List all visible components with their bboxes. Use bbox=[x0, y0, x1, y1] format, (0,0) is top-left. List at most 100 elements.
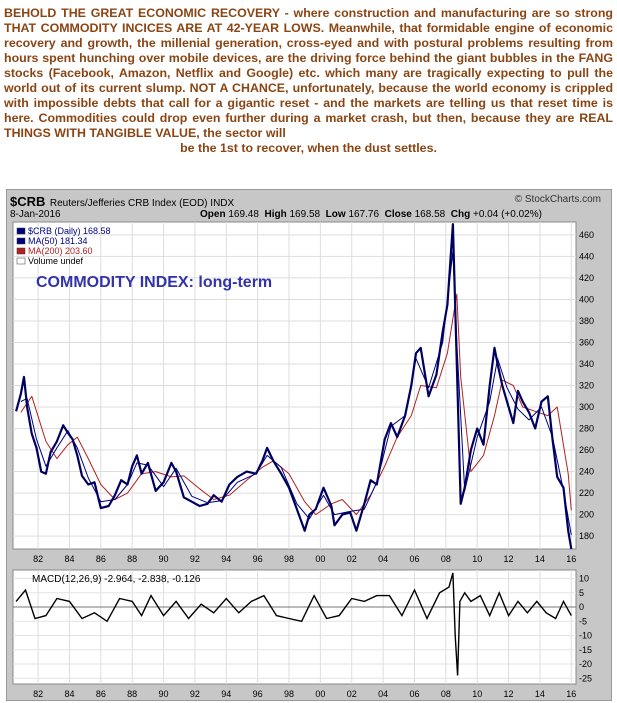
low-value: 167.76 bbox=[348, 209, 380, 220]
macd-x-axis-ticks: 82 84 86 88 90 92 94 96 98 00 02 04 06 08 10 12 14 16 bbox=[33, 689, 576, 699]
y-tick-label: 280 bbox=[579, 424, 594, 434]
macd-x-tick-label: 90 bbox=[159, 689, 169, 699]
ma200-line bbox=[20, 293, 572, 516]
intro-line: be the 1st to recover, when the dust set… bbox=[180, 141, 437, 155]
x-tick-label: 06 bbox=[409, 554, 419, 564]
y-tick-label: 340 bbox=[579, 359, 594, 369]
x-tick-label: 82 bbox=[33, 554, 43, 564]
x-tick-label: 90 bbox=[159, 554, 169, 564]
legend-swatch bbox=[16, 227, 26, 235]
x-tick-label: 02 bbox=[347, 554, 357, 564]
open-value: 169.48 bbox=[228, 209, 259, 220]
chart-header: $CRB Reuters/Jefferies CRB Index (EOD) I… bbox=[10, 193, 234, 211]
macd-x-tick-label: 00 bbox=[315, 689, 325, 699]
macd-x-tick-label: 12 bbox=[504, 689, 514, 699]
legend-entry: $CRB (Daily) 168.58 bbox=[28, 226, 111, 236]
intro-line: engine of economic recovery and growth, … bbox=[4, 21, 613, 50]
x-tick-label: 04 bbox=[378, 554, 388, 564]
x-tick-label: 00 bbox=[315, 554, 325, 564]
legend-swatch bbox=[16, 257, 26, 265]
y-tick-label: 300 bbox=[579, 402, 594, 412]
x-tick-label: 12 bbox=[504, 554, 514, 564]
x-tick-label: 98 bbox=[284, 554, 294, 564]
chart-annotation: COMMODITY INDEX: long-term bbox=[36, 274, 272, 291]
macd-y-axis-ticks: 10 5 0 -5 -10 -15 -20 -25 bbox=[579, 574, 592, 684]
chg-value: +0.04 (+0.02%) bbox=[473, 209, 542, 220]
y-tick-label: 420 bbox=[579, 273, 594, 283]
y-tick-label: 240 bbox=[579, 467, 594, 477]
high-value: 169.58 bbox=[289, 209, 321, 220]
crb-price-line bbox=[15, 223, 573, 550]
intro-line: slump. NOT A CHANCE, unfortunately, beca… bbox=[4, 81, 614, 110]
legend-entry: MA(50) 181.34 bbox=[28, 236, 88, 246]
macd-y-tick-label: 10 bbox=[579, 574, 589, 584]
macd-x-tick-label: 10 bbox=[472, 689, 482, 699]
macd-y-tick-label: -25 bbox=[579, 673, 592, 683]
macd-label: MACD(12,26,9) -2.964, -2.838, -0.126 bbox=[32, 574, 201, 585]
macd-x-tick-label: 02 bbox=[347, 689, 357, 699]
y-tick-label: 200 bbox=[579, 510, 594, 520]
chg-label: Chg bbox=[450, 209, 471, 220]
x-tick-label: 86 bbox=[96, 554, 106, 564]
macd-x-tick-label: 82 bbox=[33, 689, 43, 699]
macd-y-tick-label: -5 bbox=[579, 616, 587, 626]
intro-text: BEHOLD THE GREAT ECONOMIC RECOVERY - whe… bbox=[4, 6, 613, 156]
macd-x-tick-label: 86 bbox=[96, 689, 106, 699]
y-tick-label: 460 bbox=[579, 230, 594, 240]
macd-x-tick-label: 98 bbox=[284, 689, 294, 699]
macd-line bbox=[15, 572, 572, 676]
y-tick-label: 220 bbox=[579, 488, 594, 498]
intro-line: reset time is here. Commodities could dr… bbox=[4, 96, 613, 125]
chart-date: 8-Jan-2016 bbox=[10, 209, 61, 220]
intro-line: postural problems resulting from hours s… bbox=[4, 36, 613, 65]
y-tick-label: 400 bbox=[579, 294, 594, 304]
macd-x-tick-label: 04 bbox=[378, 689, 388, 699]
close-value: 168.58 bbox=[414, 209, 446, 220]
x-tick-label: 92 bbox=[190, 554, 200, 564]
x-tick-label: 88 bbox=[127, 554, 137, 564]
intro-line: BEHOLD THE GREAT ECONOMIC RECOVERY - whe… bbox=[4, 6, 551, 20]
macd-x-tick-label: 06 bbox=[409, 689, 419, 699]
intro-line: and Google) etc. which many are tragical… bbox=[4, 66, 613, 95]
x-tick-label: 96 bbox=[253, 554, 263, 564]
close-label: Close bbox=[384, 209, 412, 220]
open-label: Open bbox=[200, 209, 226, 220]
intro-line: driving force behind the giant bubbles i… bbox=[4, 51, 613, 80]
price-series-group bbox=[15, 223, 573, 550]
y-tick-label: 320 bbox=[579, 381, 594, 391]
legend-swatch bbox=[16, 247, 26, 255]
y-tick-label: 260 bbox=[579, 445, 594, 455]
y-tick-label: 440 bbox=[579, 251, 594, 261]
x-tick-label: 10 bbox=[472, 554, 482, 564]
x-tick-label: 08 bbox=[441, 554, 451, 564]
watermark: © StockCharts.com bbox=[514, 194, 601, 205]
macd-x-tick-label: 88 bbox=[127, 689, 137, 699]
intro-line: so strong THAT COMMODITY INCICES ARE AT … bbox=[4, 6, 613, 35]
y-tick-label: 360 bbox=[579, 337, 594, 347]
y-tick-label: 180 bbox=[579, 531, 594, 541]
x-tick-label: 84 bbox=[64, 554, 74, 564]
ohlc-readout: Open 169.48 High 169.58 Low 167.76 Close… bbox=[200, 209, 542, 220]
macd-x-tick-label: 14 bbox=[535, 689, 545, 699]
intro-line: impossible debts that call for a giganti… bbox=[33, 96, 533, 110]
macd-panel bbox=[12, 569, 577, 685]
legend-swatch bbox=[16, 237, 26, 245]
macd-y-tick-label: -10 bbox=[579, 631, 592, 641]
x-tick-label: 16 bbox=[566, 554, 576, 564]
legend-entry: Volume undef bbox=[28, 256, 84, 266]
macd-x-tick-label: 08 bbox=[441, 689, 451, 699]
y-axis-ticks: 180 200 220 240 260 280 300 320 340 360 380 400 420 4… bbox=[579, 230, 594, 541]
macd-y-tick-label: 0 bbox=[579, 602, 584, 612]
x-tick-label: 14 bbox=[535, 554, 545, 564]
low-label: Low bbox=[325, 209, 346, 220]
chart-symbol: $CRB bbox=[10, 194, 46, 209]
x-axis-ticks: 82 84 86 88 90 92 94 96 98 00 02 04 06 08 10 12 14 16 bbox=[33, 554, 576, 564]
legend-entry: MA(200) 203.60 bbox=[28, 246, 93, 256]
x-tick-label: 94 bbox=[221, 554, 231, 564]
chart-description: Reuters/Jefferies CRB Index (EOD) INDX bbox=[49, 198, 235, 209]
y-tick-label: 380 bbox=[579, 316, 594, 326]
macd-x-tick-label: 92 bbox=[190, 689, 200, 699]
macd-series-group bbox=[13, 572, 576, 676]
